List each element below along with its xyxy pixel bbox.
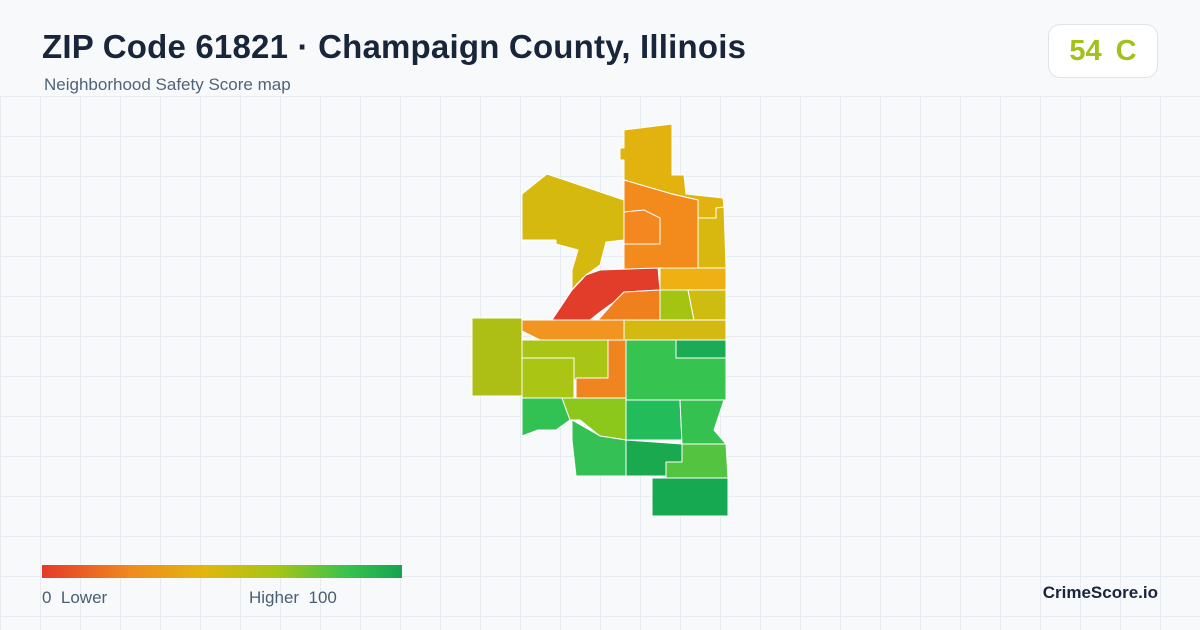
page-subtitle: Neighborhood Safety Score map [44, 75, 291, 94]
map-region [521, 357, 575, 399]
map-region [521, 397, 571, 437]
map-region [625, 399, 683, 441]
legend-high-label: Higher 100 [249, 588, 337, 607]
score-value: 54 [1069, 34, 1102, 67]
map-region [623, 209, 661, 245]
legend-gradient-bar [42, 565, 402, 578]
page-title: ZIP Code 61821 · Champaign County, Illin… [42, 28, 747, 65]
map-region [679, 399, 727, 445]
map-region [687, 289, 727, 321]
brand-name: CrimeScore.io [1042, 583, 1158, 602]
map-region [675, 339, 727, 359]
legend-low-label: 0 Lower [42, 588, 108, 607]
map-region [519, 319, 625, 341]
score-badge: 54 C [1048, 24, 1158, 78]
score-grade: C [1115, 34, 1137, 67]
map-region [623, 319, 727, 341]
map-region [659, 267, 727, 291]
map-region [651, 477, 729, 517]
map-region [471, 317, 523, 397]
